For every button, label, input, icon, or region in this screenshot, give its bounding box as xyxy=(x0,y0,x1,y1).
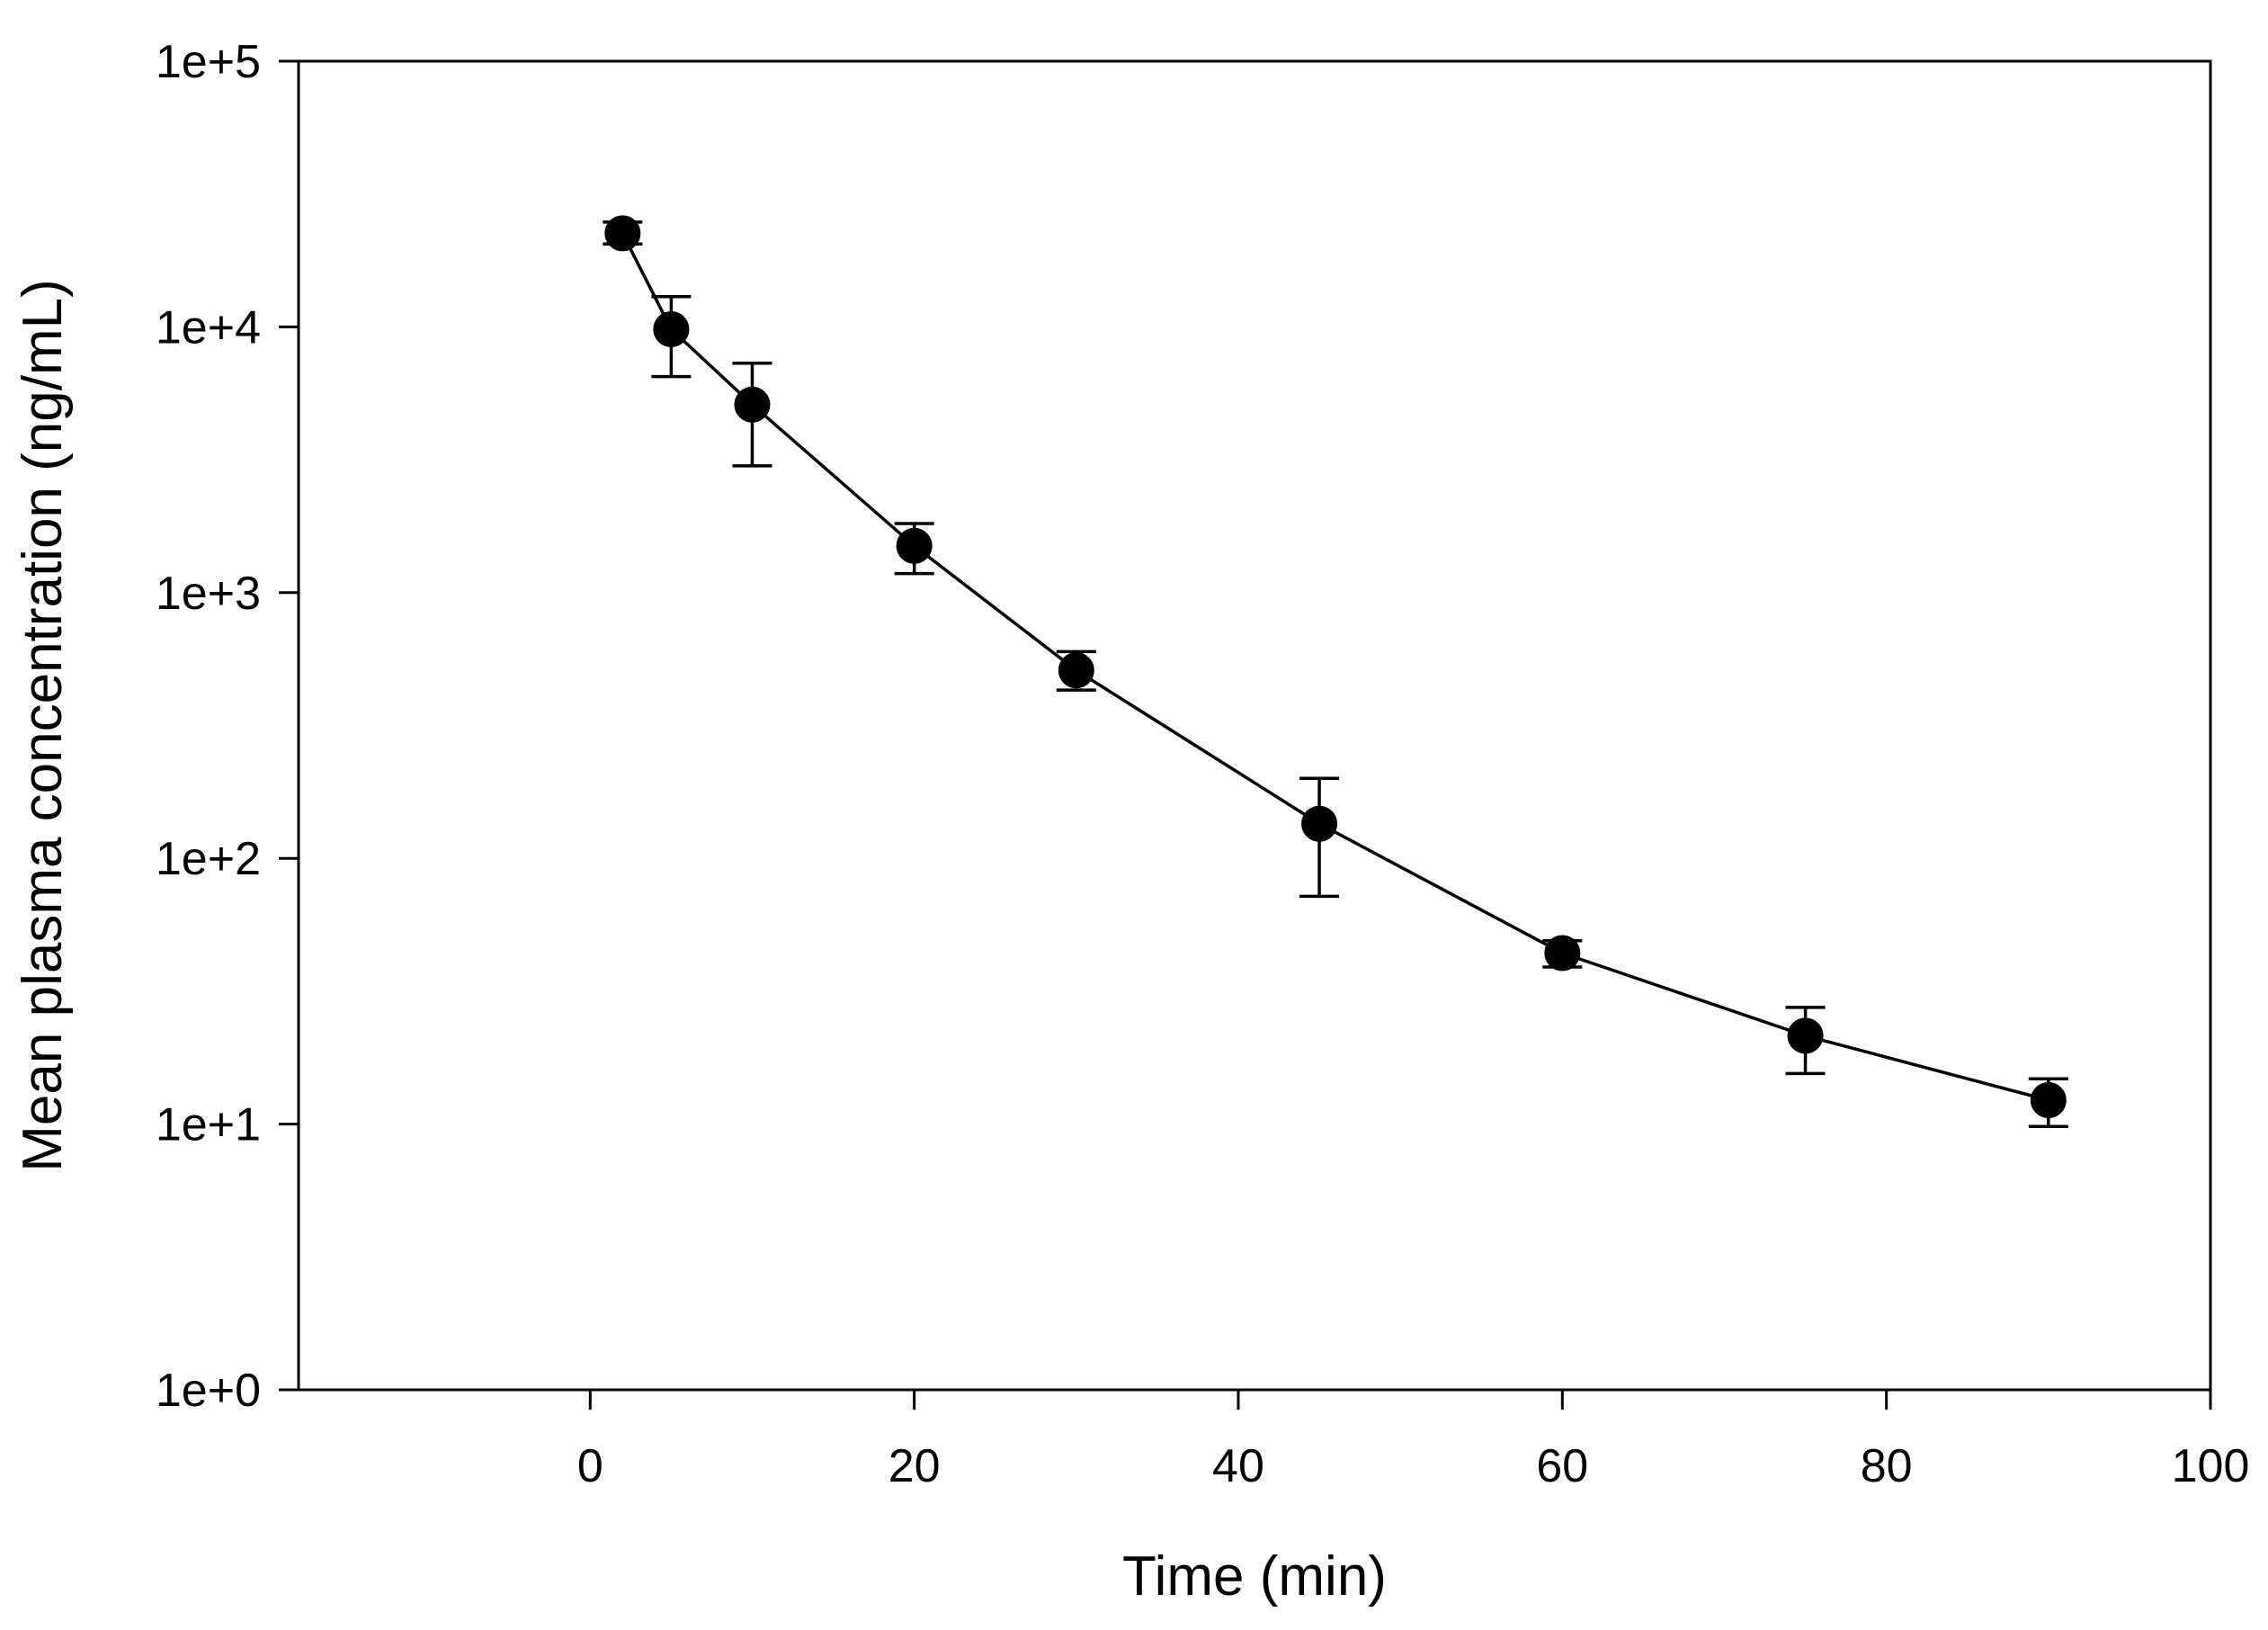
axes-layer: 0 20 40 60 80 100 1e+0 1e+1 1e+2 1e+3 1e+4 1e+5 xyxy=(156,36,2250,1492)
data-point xyxy=(734,386,771,423)
series-line xyxy=(621,232,2049,1102)
y-tick-label: 1e+4 xyxy=(156,301,261,354)
data-point xyxy=(604,215,641,252)
y-axis-title: Mean plasma concentration (ng/mL) xyxy=(12,279,74,1171)
data-point xyxy=(1058,652,1094,689)
x-tick-label: 60 xyxy=(1536,1440,1588,1492)
x-axis-title: Time (min) xyxy=(1122,1545,1387,1608)
x-tick-label: 0 xyxy=(577,1440,603,1492)
y-tick-label: 1e+5 xyxy=(156,36,261,88)
y-tick-label: 1e+2 xyxy=(156,833,261,885)
y-tick-label: 1e+1 xyxy=(156,1099,261,1151)
y-tick-label: 1e+3 xyxy=(156,568,261,620)
data-point xyxy=(1301,805,1338,842)
data-point xyxy=(1544,935,1581,972)
data-point xyxy=(2030,1082,2067,1119)
y-tick-label: 1e+0 xyxy=(156,1365,261,1417)
plot-frame xyxy=(297,59,2212,1392)
data-point xyxy=(1787,1017,1824,1054)
x-tick-label: 100 xyxy=(2172,1440,2250,1492)
data-point xyxy=(653,310,690,347)
x-tick-label: 80 xyxy=(1861,1440,1913,1492)
data-point xyxy=(896,527,933,564)
data-layer xyxy=(603,215,2068,1128)
x-tick-label: 40 xyxy=(1212,1440,1264,1492)
x-tick-label: 20 xyxy=(888,1440,941,1492)
